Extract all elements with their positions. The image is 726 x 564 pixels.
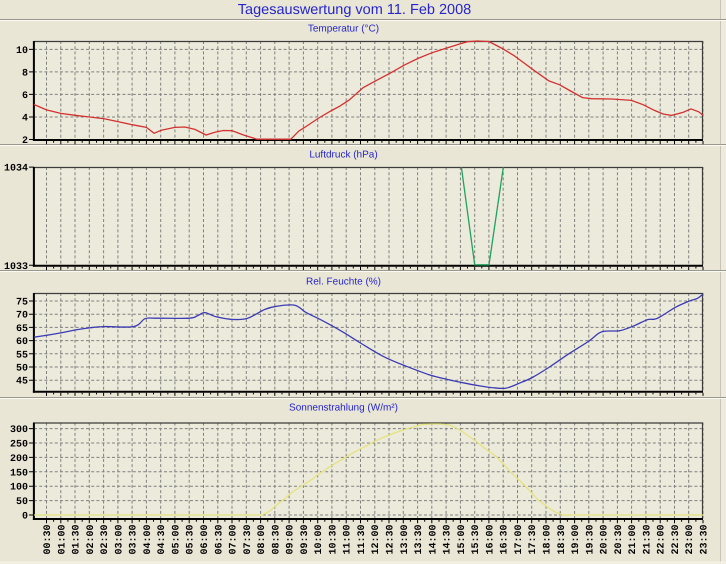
svg-text:15:30: 15:30 [471, 525, 482, 555]
svg-text:13:30: 13:30 [414, 525, 425, 555]
svg-text:05:00: 05:00 [171, 525, 182, 555]
svg-text:1033: 1033 [4, 262, 28, 273]
svg-text:19:30: 19:30 [585, 525, 596, 555]
svg-text:Temperatur (°C): Temperatur (°C) [308, 24, 379, 35]
svg-text:17:00: 17:00 [514, 525, 525, 555]
svg-text:15:00: 15:00 [457, 525, 468, 555]
svg-text:04:30: 04:30 [157, 525, 168, 555]
svg-text:8: 8 [22, 68, 28, 79]
svg-text:21:30: 21:30 [642, 525, 653, 555]
svg-text:05:30: 05:30 [186, 525, 197, 555]
svg-text:16:00: 16:00 [485, 525, 496, 555]
svg-text:22:30: 22:30 [671, 525, 682, 555]
svg-text:10:30: 10:30 [328, 525, 339, 555]
svg-text:16:30: 16:30 [500, 525, 511, 555]
svg-text:4: 4 [22, 114, 28, 125]
svg-text:200: 200 [10, 454, 28, 465]
svg-text:20:30: 20:30 [614, 525, 625, 555]
svg-text:21:00: 21:00 [628, 525, 639, 555]
svg-text:100: 100 [10, 483, 28, 494]
svg-text:Sonnenstrahlung (W/m²): Sonnenstrahlung (W/m²) [289, 403, 398, 414]
svg-text:Rel. Feuchte (%): Rel. Feuchte (%) [306, 277, 381, 288]
svg-text:06:30: 06:30 [214, 525, 225, 555]
svg-text:02:30: 02:30 [100, 525, 111, 555]
svg-text:09:30: 09:30 [300, 525, 311, 555]
svg-text:01:00: 01:00 [57, 525, 68, 555]
svg-text:50: 50 [16, 364, 28, 375]
svg-text:02:00: 02:00 [86, 525, 97, 555]
svg-text:23:30: 23:30 [700, 525, 711, 555]
svg-text:06:00: 06:00 [200, 525, 211, 555]
svg-text:14:00: 14:00 [428, 525, 439, 555]
svg-text:55: 55 [16, 350, 28, 361]
svg-text:23:00: 23:00 [685, 525, 696, 555]
svg-text:20:00: 20:00 [600, 525, 611, 555]
svg-text:03:00: 03:00 [114, 525, 125, 555]
svg-text:Tagesauswertung vom 11. Feb 20: Tagesauswertung vom 11. Feb 2008 [238, 2, 472, 18]
svg-text:10: 10 [16, 46, 28, 57]
svg-text:07:00: 07:00 [229, 525, 240, 555]
svg-text:12:30: 12:30 [386, 525, 397, 555]
svg-text:09:00: 09:00 [286, 525, 297, 555]
svg-text:50: 50 [16, 497, 28, 508]
svg-text:22:00: 22:00 [657, 525, 668, 555]
svg-text:04:00: 04:00 [143, 525, 154, 555]
svg-text:10:00: 10:00 [314, 525, 325, 555]
svg-text:12:00: 12:00 [371, 525, 382, 555]
svg-text:1034: 1034 [4, 164, 28, 175]
svg-text:08:00: 08:00 [257, 525, 268, 555]
svg-text:150: 150 [10, 468, 28, 479]
svg-text:13:00: 13:00 [400, 525, 411, 555]
svg-text:18:00: 18:00 [543, 525, 554, 555]
svg-text:6: 6 [22, 91, 28, 102]
svg-text:01:30: 01:30 [72, 525, 83, 555]
svg-text:300: 300 [10, 425, 28, 436]
svg-text:18:30: 18:30 [557, 525, 568, 555]
svg-text:11:00: 11:00 [343, 525, 354, 555]
svg-text:03:30: 03:30 [129, 525, 140, 555]
svg-text:08:30: 08:30 [271, 525, 282, 555]
svg-text:60: 60 [16, 337, 28, 348]
svg-text:00:30: 00:30 [43, 525, 54, 555]
svg-text:17:30: 17:30 [528, 525, 539, 555]
svg-text:75: 75 [16, 298, 28, 309]
svg-text:19:00: 19:00 [571, 525, 582, 555]
svg-text:Luftdruck (hPa): Luftdruck (hPa) [309, 150, 377, 161]
svg-text:70: 70 [16, 311, 28, 322]
svg-text:65: 65 [16, 324, 28, 335]
svg-text:250: 250 [10, 440, 28, 451]
svg-text:14:30: 14:30 [443, 525, 454, 555]
svg-text:0: 0 [22, 512, 28, 523]
svg-text:07:30: 07:30 [243, 525, 254, 555]
svg-text:11:30: 11:30 [357, 525, 368, 555]
svg-text:2: 2 [22, 136, 28, 147]
svg-text:45: 45 [16, 377, 28, 388]
